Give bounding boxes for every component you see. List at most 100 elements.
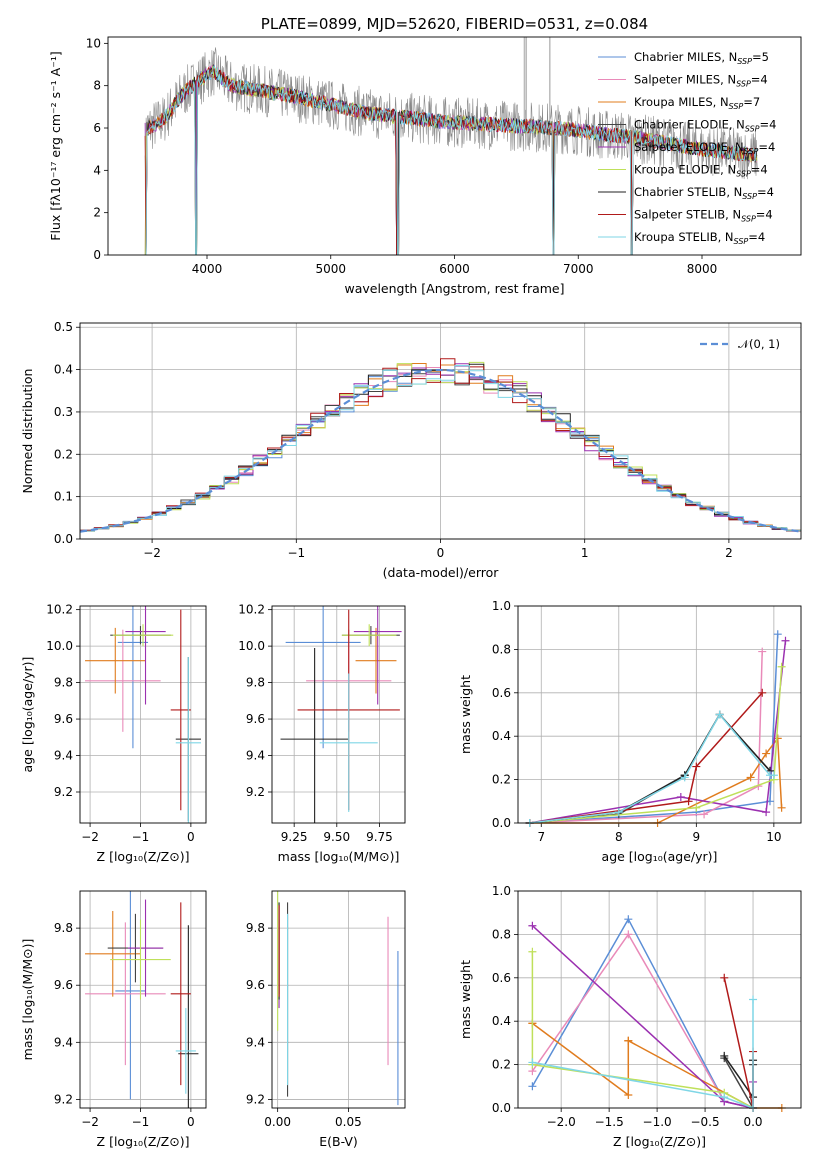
x-tick-label: 5000 [315,262,346,276]
weight-marker-salpeter_miles [758,647,767,656]
weight-marker-kroupa_elodie [777,662,786,671]
legend-entry: Salpeter MILES, NSSP=4 [634,73,768,89]
weight-marker-kroupa_miles [777,803,786,812]
y-tick-label: 0.0 [492,1101,511,1115]
y-axis-label: Normed distribution [20,369,35,494]
y-tick-label: 9.2 [246,1092,265,1106]
error-bars [85,606,201,823]
x-tick-label: 0.0 [743,1115,762,1129]
panel-residuals: −2 −1 0 1 2 0.0 0.1 0.2 0.3 0.4 0.5 (data-model)/er… [20,320,802,580]
weight-marker-salpeter_elodie [528,921,537,930]
legend-label: Salpeter MILES, N [634,73,736,87]
x-axis-label: Z [log₁₀(Z/Z⊙)] [97,1134,190,1149]
weight-marker-kroupa_stelib [680,773,689,782]
y-tick-label: 1.0 [492,884,511,898]
x-tick-label: 7000 [563,262,594,276]
spectrum-lines [144,37,758,255]
weight-marker-kroupa_stelib [720,1093,729,1102]
y-tick-label: 9.8 [246,676,265,690]
y-tick-label: 0.6 [492,971,511,985]
y-tick-label: 1.0 [492,599,511,613]
x-tick-label: −1 [287,546,305,560]
weight-marker-salpeter_elodie [762,808,771,817]
plot-frame [271,605,406,824]
histograms [80,358,801,533]
y-tick-label: 0.2 [54,447,73,461]
panel-age-vs-mass: 9.25 9.50 9.75 9.2 9.4 9.6 9.8 10.0 10.2 mass [lo… [238,603,406,864]
plot-frame [271,890,406,1109]
weight-marker-kroupa_stelib [749,995,758,1004]
x-tick-label: −2 [143,546,161,560]
legend-subscript: SSP [744,147,759,156]
x-axis-label: age [log₁₀(age/yr)] [602,849,718,864]
plot-frame [79,605,207,824]
y-tick-label: 10.0 [238,639,265,653]
y-tick-label: 10.2 [46,603,73,617]
y-tick-label: 0.4 [492,729,511,743]
y-tick-label: 9.8 [54,921,73,935]
x-axis-label: wavelength [Angstrom, rest frame] [344,281,564,296]
x-tick-label: −1.5 [595,1115,624,1129]
y-axis-label: mass weight [458,960,473,1039]
x-tick-label: 8000 [687,262,718,276]
y-tick-label: 9.6 [54,978,73,992]
legend-entry: Kroupa MILES, NSSP=7 [634,95,760,111]
y-axis-label: age [log₁₀(age/yr)] [20,657,35,773]
x-axis-label: (data-model)/error [383,565,500,580]
x-tick-label: 0.00 [264,1115,291,1129]
y-tick-label: 9.2 [246,785,265,799]
y-tick-label: 0 [93,248,101,262]
weight-marker-kroupa_stelib [528,1058,537,1067]
model-spectrum-chabrier_miles [145,65,758,255]
x-tick-label: 9 [693,830,701,844]
weight-marker-salpeter_stelib [692,762,701,771]
x-tick-label: 0 [187,1115,195,1129]
panel-age-vs-metallicity: −2 −1 0 9.2 9.4 9.6 9.8 10.0 10.2 Z [log₁₀(Z/Z⊙)]… [20,603,207,864]
weight-line-kroupa_stelib [532,999,754,1109]
weight-marker-kroupa_miles [762,749,771,758]
y-axis-label: mass [log₁₀(M/M⊙)] [20,939,35,1061]
y-tick-label: 2 [93,206,101,220]
legend-label: Kroupa MILES, N [634,95,729,109]
weight-marker-salpeter_elodie [781,636,790,645]
x-tick-label: −2 [81,830,99,844]
legend-subscript: SSP [729,102,744,111]
y-tick-label: 0.8 [492,642,511,656]
weight-marker-kroupa_miles [746,773,755,782]
x-tick-label: 0.05 [335,1115,362,1129]
legend-entry: Chabrier ELODIE, NSSP=4 [634,118,776,134]
x-tick-label: −1 [132,830,150,844]
y-tick-label: 0.4 [492,1014,511,1028]
legend-value: =4 [751,73,768,87]
x-axis-label: mass [log₁₀(M/M⊙)] [278,849,400,864]
weight-marker-kroupa_stelib [715,710,724,719]
legend-label: Salpeter ELODIE, N [634,140,744,154]
legend-subscript: SSP [737,57,752,66]
x-tick-label: 1 [581,546,589,560]
x-tick-label: −2 [81,1115,99,1129]
model-spectrum-chabrier_elodie [145,64,758,255]
y-tick-label: 0.0 [492,816,511,830]
panel-weight-vs-age: 7 8 9 10 0.0 0.2 0.4 0.6 0.8 1.0 age [log₁₀(age/yr… [458,599,802,864]
y-tick-label: 0.5 [54,320,73,334]
y-tick-label: 9.8 [246,921,265,935]
legend-subscript: SSP [736,80,751,89]
y-axis-label: mass weight [458,675,473,754]
weight-line-kroupa_elodie [531,951,754,1109]
legend-value: =4 [756,208,773,222]
y-tick-label: 10 [86,36,101,50]
weight-marker-salpeter_stelib [720,973,729,982]
weight-marker-salpeter_stelib [758,688,767,697]
y-tick-label: 9.2 [54,1092,73,1106]
weight-marker-kroupa_stelib [614,808,623,817]
plot-frame [517,605,802,824]
legend-subscript: SSP [742,192,757,201]
x-tick-label: 0 [437,546,445,560]
y-tick-label: 9.2 [54,785,73,799]
y-tick-label: 0.2 [492,1058,511,1072]
weight-marker-salpeter_miles [624,930,633,939]
weight-line-chabrier_miles [531,918,754,1109]
weight-marker-salpeter_elodie [676,792,685,801]
y-tick-label: 10.2 [238,603,265,617]
